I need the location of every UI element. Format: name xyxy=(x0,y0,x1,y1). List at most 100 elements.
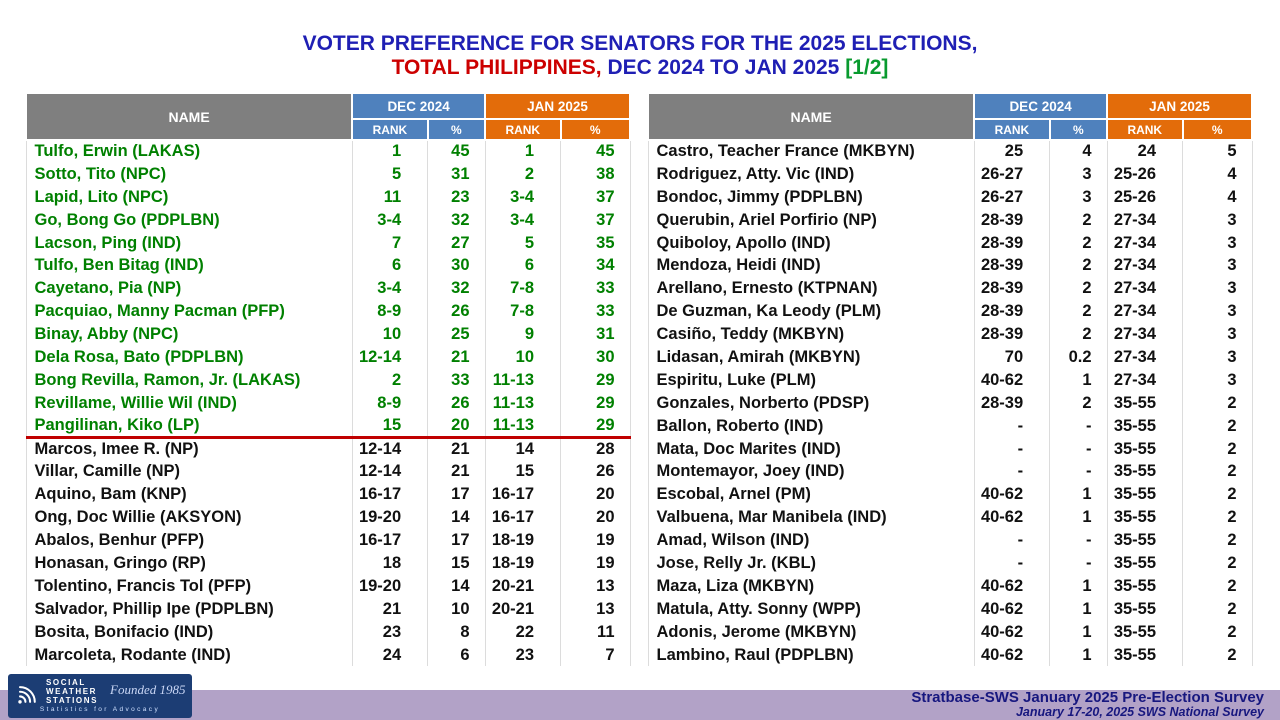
dec-rank-value: 16-17 xyxy=(351,529,428,553)
jan-rank-value: 27-34 xyxy=(1106,277,1183,301)
senator-name: Amad, Wilson (IND) xyxy=(647,529,975,553)
senator-name: Gonzales, Norberto (PDSP) xyxy=(647,391,975,415)
dec-rank-value: 19-20 xyxy=(351,574,428,598)
dec-pct-value: 3 xyxy=(1049,162,1108,186)
senator-name: Castro, Teacher France (MKBYN) xyxy=(647,140,975,163)
senator-name: Cayetano, Pia (NP) xyxy=(25,277,353,301)
dec-rank-value: 28-39 xyxy=(973,254,1050,278)
dec-rank-value: 26-27 xyxy=(973,162,1050,186)
jan-rank-value: 35-55 xyxy=(1106,552,1183,575)
senator-name: Jose, Relly Jr. (KBL) xyxy=(647,552,975,575)
sws-logo: SOCIAL WEATHER STATIONS Founded 1985 Sta… xyxy=(8,674,192,718)
senator-name: Mata, Doc Marites (IND) xyxy=(647,437,975,461)
jan-pct-value: 2 xyxy=(1182,552,1253,575)
table-row: Villar, Camille (NP) 12-14 21 15 26 xyxy=(25,460,631,484)
jan-rank-value: 27-34 xyxy=(1106,368,1183,392)
dec-rank-value: 28-39 xyxy=(973,323,1050,347)
senator-name: Bong Revilla, Ramon, Jr. (LAKAS) xyxy=(25,368,353,392)
dec-pct-value: 14 xyxy=(427,574,486,598)
senator-name: Aquino, Bam (KNP) xyxy=(25,483,353,507)
jan-pct-value: 34 xyxy=(560,254,631,278)
dec-pct-value: - xyxy=(1049,552,1108,575)
dec-pct-value: 30 xyxy=(427,254,486,278)
table-row: Bosita, Bonifacio (IND) 23 8 22 11 xyxy=(25,620,631,644)
jan-rank-value: 22 xyxy=(484,620,561,644)
dec-rank-value: 11 xyxy=(351,185,428,209)
senator-name: Matula, Atty. Sonny (WPP) xyxy=(647,597,975,621)
jan-rank-value: 3-4 xyxy=(484,185,561,209)
jan-rank-value: 11-13 xyxy=(484,368,561,392)
jan-rank-value: 25-26 xyxy=(1106,185,1183,209)
dec-pct-value: 25 xyxy=(427,323,486,347)
jan-pct-value: 38 xyxy=(560,162,631,186)
table-row: Montemayor, Joey (IND) - - 35-55 2 xyxy=(647,460,1253,484)
table-row: Maza, Liza (MKBYN) 40-62 1 35-55 2 xyxy=(647,574,1253,598)
table-row: Tulfo, Erwin (LAKAS) 1 45 1 45 xyxy=(25,140,631,163)
jan-rank-value: 14 xyxy=(484,437,561,461)
senator-name: Dela Rosa, Bato (PDPLBN) xyxy=(25,346,353,369)
title-line1: VOTER PREFERENCE FOR SENATORS FOR THE 20… xyxy=(302,32,978,55)
dec-pct-value: - xyxy=(1049,414,1108,438)
dec-rank-value: 28-39 xyxy=(973,391,1050,415)
dec-pct-value: 2 xyxy=(1049,277,1108,301)
dec-rank-value: 12-14 xyxy=(351,346,428,369)
dec-rank-value: 40-62 xyxy=(973,597,1050,621)
dec-rank-value: 28-39 xyxy=(973,277,1050,301)
table-row: Tulfo, Ben Bitag (IND) 6 30 6 34 xyxy=(25,254,631,278)
dec-rank-value: 23 xyxy=(351,620,428,644)
jan-rank-value: 7-8 xyxy=(484,300,561,324)
senator-name: Lacson, Ping (IND) xyxy=(25,231,353,255)
jan-rank-value: 20-21 xyxy=(484,574,561,598)
jan-rank-value: 1 xyxy=(484,140,561,163)
jan-rank-value: 35-55 xyxy=(1106,460,1183,484)
table-row: Pangilinan, Kiko (LP) 15 20 11-13 29 xyxy=(25,414,631,440)
dec-pct-value: 26 xyxy=(427,300,486,324)
sws-logo-name-line2: WEATHER xyxy=(46,686,98,696)
sws-logo-tagline: Statistics for Advocacy xyxy=(39,706,161,713)
senator-name: Montemayor, Joey (IND) xyxy=(647,460,975,484)
jan-rank-value: 27-34 xyxy=(1106,323,1183,347)
jan-rank-value: 23 xyxy=(484,643,561,667)
dec-pct-value: - xyxy=(1049,529,1108,553)
table-row: Binay, Abby (NPC) 10 25 9 31 xyxy=(25,323,631,347)
senator-name: Binay, Abby (NPC) xyxy=(25,323,353,347)
dec-rank-value: 3-4 xyxy=(351,277,428,301)
table-row: Tolentino, Francis Tol (PFP) 19-20 14 20… xyxy=(25,574,631,598)
col-header-dec-pct: % xyxy=(1048,118,1109,141)
tables-container: NAME DEC 2024 JAN 2025 RANK % RANK % Tul… xyxy=(24,92,1254,667)
dec-rank-value: 21 xyxy=(351,597,428,621)
jan-pct-value: 29 xyxy=(560,368,631,392)
dec-pct-value: 1 xyxy=(1049,483,1108,507)
dec-rank-value: 8-9 xyxy=(351,300,428,324)
dec-rank-value: 7 xyxy=(351,231,428,255)
jan-rank-value: 27-34 xyxy=(1106,208,1183,232)
jan-rank-value: 3-4 xyxy=(484,208,561,232)
jan-pct-value: 3 xyxy=(1182,323,1253,347)
senator-name: Marcoleta, Rodante (IND) xyxy=(25,643,353,667)
jan-rank-value: 20-21 xyxy=(484,597,561,621)
dec-pct-value: 2 xyxy=(1049,208,1108,232)
jan-pct-value: 20 xyxy=(560,483,631,507)
col-header-jan-rank: RANK xyxy=(1106,118,1184,141)
senator-name: Pangilinan, Kiko (LP) xyxy=(25,414,353,440)
jan-pct-value: 2 xyxy=(1182,483,1253,507)
dec-rank-value: 24 xyxy=(351,643,428,667)
dec-rank-value: 28-39 xyxy=(973,231,1050,255)
jan-pct-value: 2 xyxy=(1182,437,1253,461)
jan-pct-value: 11 xyxy=(560,620,631,644)
dec-pct-value: 32 xyxy=(427,208,486,232)
sws-logo-founded: Founded 1985 xyxy=(110,682,186,697)
table-row: Sotto, Tito (NPC) 5 31 2 38 xyxy=(25,162,631,186)
jan-rank-value: 27-34 xyxy=(1106,346,1183,369)
table-row: Dela Rosa, Bato (PDPLBN) 12-14 21 10 30 xyxy=(25,346,631,369)
jan-rank-value: 35-55 xyxy=(1106,391,1183,415)
jan-pct-value: 45 xyxy=(560,140,631,163)
dec-rank-value: - xyxy=(973,460,1050,484)
col-header-dec-rank: RANK xyxy=(351,118,429,141)
dec-rank-value: 15 xyxy=(351,414,428,440)
footer-survey-title: Stratbase-SWS January 2025 Pre-Election … xyxy=(911,689,1264,706)
jan-pct-value: 33 xyxy=(560,300,631,324)
jan-pct-value: 13 xyxy=(560,574,631,598)
jan-rank-value: 35-55 xyxy=(1106,506,1183,530)
